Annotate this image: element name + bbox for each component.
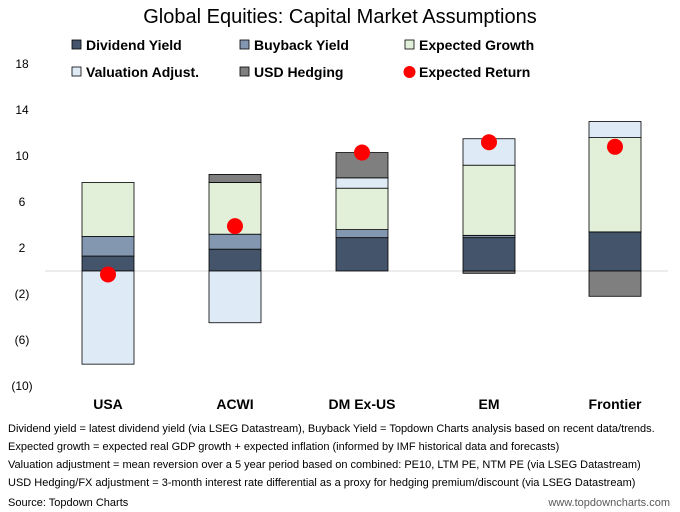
bar-segment: [208, 233, 262, 250]
expected-return-point: [607, 138, 623, 155]
legend-label: Expected Return: [419, 64, 530, 80]
legend-swatch: [404, 39, 415, 50]
x-category-label: Frontier: [589, 396, 642, 412]
chart-title: Global Equities: Capital Market Assumpti…: [143, 6, 537, 28]
expected-return-point: [354, 144, 370, 161]
legend-label: Dividend Yield: [86, 37, 182, 53]
x-category-label: ACWI: [216, 396, 253, 412]
footnote: Expected growth = expected real GDP grow…: [8, 441, 559, 453]
website-label: www.topdowncharts.com: [547, 497, 670, 509]
bar-segment: [588, 231, 642, 272]
legend-label: Valuation Adjust.: [86, 64, 199, 80]
plot-area: [45, 121, 668, 365]
y-axis: 18 14 10 6 2 (2) (6) (10): [11, 57, 32, 393]
legend: Dividend Yield Buyback Yield Expected Grow…: [71, 37, 534, 80]
x-category-label: EM: [479, 396, 500, 412]
footnote: USD Hedging/FX adjustment = 3-month inte…: [8, 477, 635, 489]
bar-segment: [81, 270, 135, 365]
bar-segment: [462, 270, 516, 274]
y-tick-label: (10): [11, 379, 32, 393]
y-tick-label: 6: [19, 195, 26, 209]
bar-segment: [81, 236, 135, 257]
legend-swatch: [239, 66, 250, 77]
x-category-label: USA: [93, 396, 123, 412]
expected-return-point: [100, 266, 116, 283]
y-tick-label: (6): [15, 333, 30, 347]
bar-segment: [208, 248, 262, 272]
footnote: Dividend yield = latest dividend yield (…: [8, 423, 655, 435]
bar-segment: [462, 164, 516, 236]
x-category-label: DM Ex-US: [329, 396, 396, 412]
footnotes: Dividend yield = latest dividend yield (…: [8, 423, 670, 509]
legend-label: Buyback Yield: [254, 37, 349, 53]
expected-return-point: [481, 134, 497, 151]
x-axis: USA ACWI DM Ex-US EM Frontier: [93, 396, 642, 412]
legend-label: Expected Growth: [419, 37, 534, 53]
bar-segment: [588, 270, 642, 297]
bar-segment: [588, 121, 642, 139]
y-tick-label: (2): [15, 287, 30, 301]
bar-segment: [335, 177, 389, 189]
source-label: Source: Topdown Charts: [8, 497, 129, 509]
expected-return-point: [227, 218, 243, 235]
footnote: Valuation adjustment = mean reversion ov…: [8, 459, 641, 471]
bar-segment: [208, 270, 262, 324]
legend-swatch: [403, 66, 416, 78]
legend-label: USD Hedging: [254, 64, 343, 80]
y-tick-label: 2: [19, 241, 26, 255]
bar-segment: [335, 237, 389, 272]
bar-segment: [208, 173, 262, 183]
legend-swatch: [71, 39, 82, 50]
bar-segment: [81, 182, 135, 237]
y-tick-label: 14: [15, 103, 29, 117]
y-tick-label: 10: [15, 149, 29, 163]
legend-swatch: [239, 39, 250, 50]
bar-segment: [335, 187, 389, 230]
y-tick-label: 18: [15, 57, 29, 71]
bar-segment: [462, 237, 516, 272]
bar-segment: [335, 229, 389, 239]
bar-segment: [588, 137, 642, 233]
legend-swatch: [71, 66, 82, 77]
